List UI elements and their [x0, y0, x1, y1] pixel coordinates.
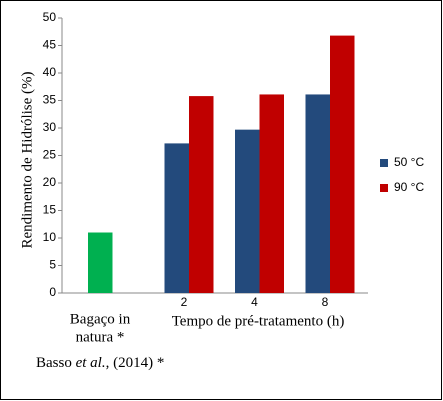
- reference-label: Bagaço in: [70, 311, 131, 327]
- y-tick-label: 45: [43, 38, 57, 52]
- y-tick-label: 10: [43, 230, 57, 244]
- footnote: Basso et al., (2014) *: [36, 355, 164, 371]
- bar: [164, 143, 189, 293]
- reference-label: natura *: [76, 329, 125, 345]
- y-tick-label: 0: [49, 285, 56, 299]
- y-tick-label: 20: [43, 175, 57, 189]
- bar: [235, 129, 260, 293]
- x-tick-label: 4: [251, 295, 258, 309]
- y-tick-label: 50: [43, 10, 57, 24]
- footnote-part: , (2014) *: [106, 355, 165, 371]
- bar: [330, 35, 355, 293]
- y-tick-label: 25: [43, 148, 57, 162]
- y-tick-label: 30: [43, 120, 57, 134]
- y-tick-label: 5: [49, 258, 56, 272]
- y-tick-label: 15: [43, 203, 57, 217]
- legend-swatch: [380, 159, 388, 167]
- legend-swatch: [380, 184, 388, 192]
- y-tick-label: 35: [43, 93, 57, 107]
- bar: [305, 94, 330, 293]
- x-axis-title: Tempo de pré-tratamento (h): [172, 313, 345, 329]
- bar: [88, 232, 113, 293]
- x-tick-label: 2: [181, 295, 188, 309]
- y-axis-title: Rendimento de Hidrólise (%): [19, 71, 35, 248]
- x-tick-label: 8: [322, 295, 329, 309]
- footnote-part: et al.: [76, 355, 106, 371]
- legend-label: 50 °C: [394, 155, 424, 169]
- y-tick-label: 40: [43, 65, 57, 79]
- bar: [259, 94, 284, 293]
- bar: [189, 96, 214, 293]
- legend-label: 90 °C: [394, 180, 424, 194]
- footnote-part: Basso: [36, 355, 76, 371]
